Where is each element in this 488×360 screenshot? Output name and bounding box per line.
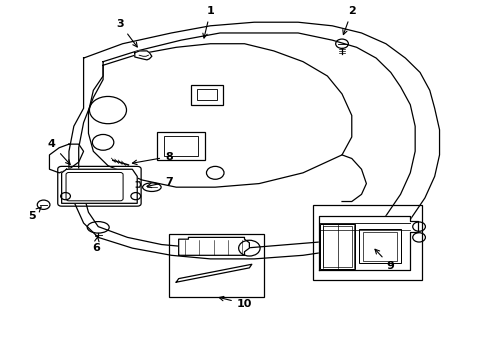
Bar [190,85,222,105]
Bar [362,232,396,261]
Text: 1: 1 [203,6,214,38]
Polygon shape [318,216,417,270]
Bar [312,205,422,280]
Text: 10: 10 [219,296,252,309]
Text: 9: 9 [374,249,394,271]
Text: 2: 2 [342,6,355,35]
Bar [168,234,264,297]
Text: 6: 6 [92,237,100,253]
Polygon shape [178,237,249,255]
Text: 8: 8 [132,152,172,165]
Bar [320,224,354,269]
Bar [358,229,400,263]
Polygon shape [135,51,152,60]
Polygon shape [176,264,251,282]
Text: 4: 4 [48,139,70,165]
Polygon shape [61,169,137,203]
Bar [322,226,351,267]
Text: 5: 5 [28,207,41,221]
Text: 7: 7 [147,177,172,188]
Bar [163,136,198,156]
Text: 3: 3 [116,19,137,47]
Bar [196,89,216,100]
Bar [157,132,205,160]
